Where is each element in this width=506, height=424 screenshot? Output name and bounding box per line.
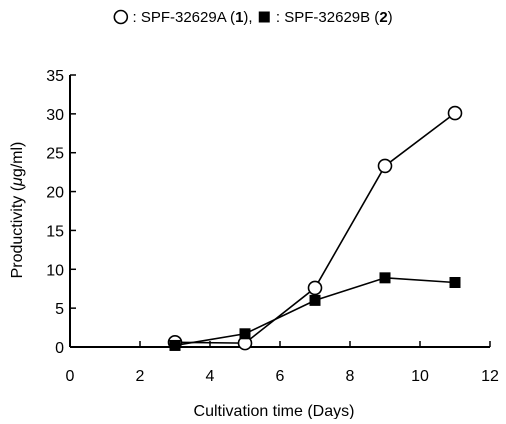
y-axis-label: Productivity (μg/ml): [9, 142, 26, 279]
legend-label: : SPF-32629B (: [272, 9, 380, 26]
data-point-series-1: [307, 280, 323, 296]
x-tick-label: 4: [206, 368, 215, 385]
y-tick-label: 20: [46, 185, 64, 202]
y-axis-label-mu: μ: [9, 177, 26, 187]
series-layer: [167, 105, 463, 351]
legend-label-suffix: ): [388, 9, 393, 26]
x-tick-label: 2: [136, 368, 145, 385]
x-tick-label: 12: [481, 368, 499, 385]
data-point-series-1: [447, 105, 463, 121]
y-tick-label: 35: [46, 68, 64, 85]
y-tick-label: 0: [55, 340, 64, 357]
data-point-series-2: [169, 339, 181, 351]
x-axis-label: Cultivation time (Days): [194, 403, 355, 419]
x-tick-label: 8: [346, 368, 355, 385]
legend-compound-number: 2: [379, 9, 387, 26]
data-point-series-2: [309, 294, 321, 306]
y-tick-label: 15: [46, 223, 64, 240]
axes: 0 5 10 15 20 25 30 35 0 2 4 6 8 10 12: [46, 68, 499, 385]
y-tick-label: 30: [46, 107, 64, 124]
series-line-1: [174, 112, 456, 344]
x-tick-label: 0: [66, 368, 75, 385]
y-tick-label: 25: [46, 146, 64, 163]
y-axis-label-prefix: Productivity (: [9, 185, 26, 278]
legend-marker-filled-square: [258, 11, 270, 23]
legend-marker-open-circle: [113, 9, 129, 25]
y-tick-label: 10: [46, 262, 64, 279]
legend-compound-number: 1: [235, 9, 243, 26]
legend-text: : SPF-32629A (1), : SPF-32629B (2): [113, 9, 392, 26]
data-point-series-1: [377, 158, 393, 174]
data-point-series-2: [379, 272, 391, 284]
data-point-series-2: [449, 276, 461, 288]
data-point-series-2: [239, 328, 251, 340]
legend: : SPF-32629A (1), : SPF-32629B (2): [113, 9, 393, 26]
y-axis-label-suffix: g/ml): [9, 142, 26, 178]
y-tick-label: 5: [55, 301, 64, 318]
x-tick-label: 10: [411, 368, 429, 385]
legend-label-suffix: ),: [243, 9, 256, 26]
x-tick-label: 6: [276, 368, 285, 385]
legend-label: : SPF-32629A (: [128, 9, 235, 26]
